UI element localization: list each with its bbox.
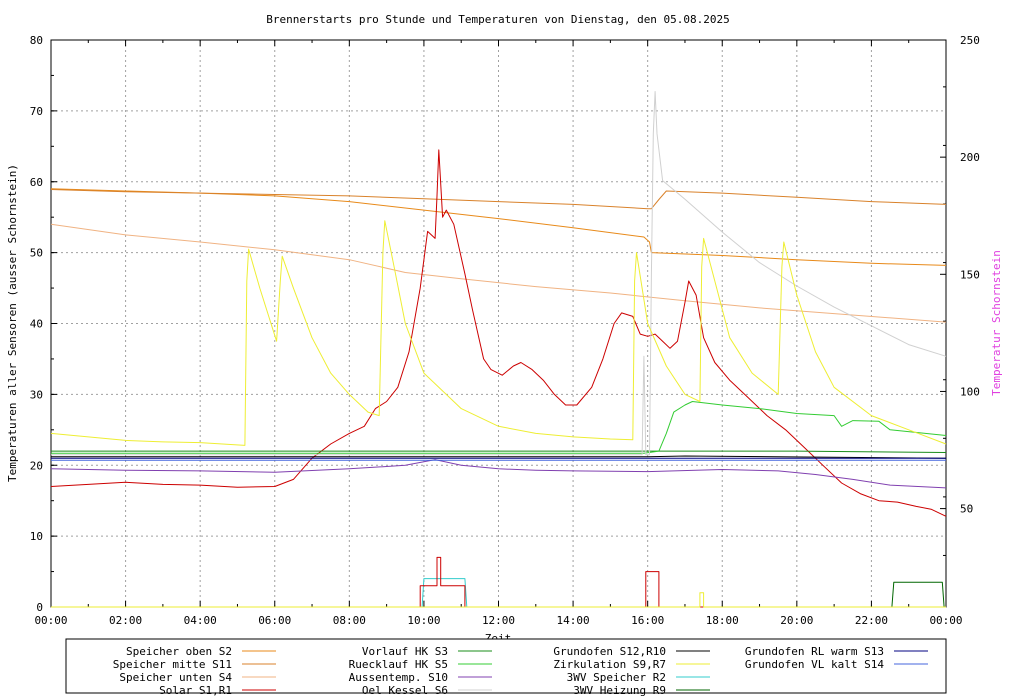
series-line	[50, 223, 947, 323]
y-tick-label: 20	[30, 459, 43, 472]
y-tick-label: 50	[30, 247, 43, 260]
y-tick-label: 70	[30, 105, 43, 118]
legend-label: Speicher unten S4	[119, 671, 232, 684]
legend-box	[65, 638, 947, 694]
y-axis-label: Temperaturen aller Sensoren (ausser Scho…	[6, 164, 19, 482]
legend-label: Solar S1,R1	[159, 684, 232, 697]
legend-label: Speicher mitte S11	[113, 658, 232, 671]
series-lines	[50, 91, 947, 608]
x-tick-label: 12:00	[482, 614, 515, 627]
y-tick-label: 60	[30, 176, 43, 189]
y-tick-label: 10	[30, 530, 43, 543]
axes: 00:00 02:00 04:00 06:00 08:00 10:00 12:00 14:00…	[30, 34, 980, 627]
series-line	[50, 189, 947, 210]
y-tick-label: 30	[30, 388, 43, 401]
x-tick-label: 04:00	[184, 614, 217, 627]
y2-tick-label: 100	[960, 385, 980, 398]
series-line	[50, 149, 947, 517]
legend-label: Vorlauf HK S3	[362, 645, 448, 658]
legend-label: Zirkulation S9,R7	[553, 658, 666, 671]
grid	[51, 40, 946, 607]
y2-tick-label: 50	[960, 503, 973, 516]
x-tick-label: 02:00	[109, 614, 142, 627]
x-tick-label: 06:00	[258, 614, 291, 627]
x-tick-label: 22:00	[855, 614, 888, 627]
series-line	[51, 455, 947, 459]
legend-label: Grundofen S12,R10	[553, 645, 666, 658]
series-line	[51, 401, 947, 454]
x-tick-label: 20:00	[780, 614, 813, 627]
legend-label: Grundofen RL warm S13	[745, 645, 884, 658]
legend-label: 3WV Speicher R2	[567, 671, 666, 684]
x-tick-label: 14:00	[557, 614, 590, 627]
series-line	[50, 459, 947, 489]
legend-label: Grundofen VL kalt S14	[745, 658, 884, 671]
series-line	[51, 91, 947, 456]
legend-label: Oel Kessel S6	[362, 684, 448, 697]
x-tick-label: 00:00	[34, 614, 67, 627]
y2-tick-label: 150	[960, 268, 980, 281]
y-tick-label: 40	[30, 318, 43, 331]
chart-title: Brennerstarts pro Stunde und Temperature…	[266, 13, 730, 26]
series-line	[51, 592, 946, 608]
series-line	[51, 556, 946, 608]
legend-label: Speicher oben S2	[126, 645, 232, 658]
y2-tick-label: 250	[960, 34, 980, 47]
legend-label: Ruecklauf HK S5	[349, 658, 448, 671]
y2-tick-label: 200	[960, 151, 980, 164]
legend-label: 3WV Heizung R9	[573, 684, 666, 697]
legend-label: Aussentemp. S10	[349, 671, 448, 684]
x-tick-label: 08:00	[333, 614, 366, 627]
x-tick-label: 00:00	[929, 614, 962, 627]
series-line	[51, 450, 947, 453]
x-tick-label: 16:00	[631, 614, 664, 627]
y-tick-label: 0	[36, 601, 43, 614]
x-tick-label: 18:00	[706, 614, 739, 627]
series-line	[50, 220, 947, 446]
x-tick-label: 10:00	[407, 614, 440, 627]
y2-axis-label: Temperatur Schornstein	[990, 250, 1003, 396]
y-tick-label: 80	[30, 34, 43, 47]
